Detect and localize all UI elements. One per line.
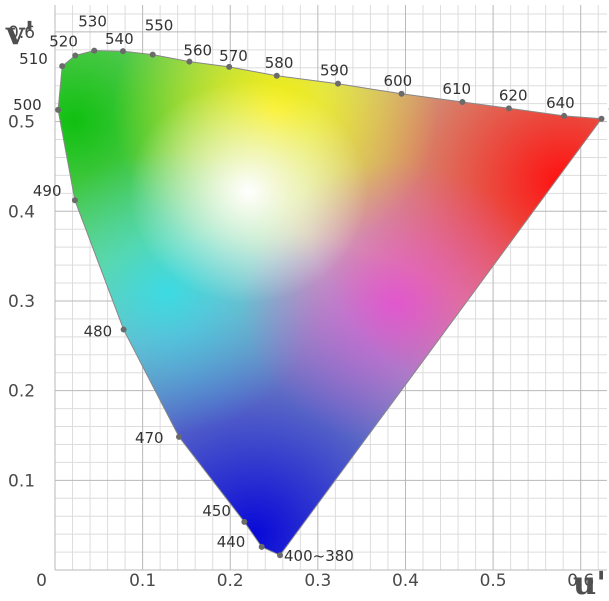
- wavelength-label: 700~780: [607, 106, 609, 144]
- wavelength-label: 590: [320, 62, 349, 80]
- y-tick-label: 0.1: [8, 471, 35, 491]
- wavelength-label: 480: [84, 323, 113, 341]
- wavelength-label: 510: [19, 50, 48, 68]
- locus-point: [505, 105, 512, 112]
- locus-point: [186, 58, 193, 65]
- y-tick-label: 0.5: [8, 113, 35, 133]
- x-tick-label: 0.4: [392, 571, 419, 591]
- wavelength-label: 600: [384, 72, 413, 90]
- color-gamut-region: [58, 50, 602, 556]
- y-tick-label: 0.6: [8, 23, 35, 43]
- locus-point: [273, 72, 280, 79]
- locus-point: [258, 543, 265, 550]
- wavelength-label: 500: [13, 96, 42, 114]
- wavelength-label: 570: [219, 47, 248, 65]
- wavelength-label: 400~380: [284, 547, 354, 565]
- locus-point: [55, 106, 62, 113]
- wavelength-label: 620: [499, 86, 528, 104]
- wavelength-label: 550: [145, 17, 174, 35]
- wavelength-label: 640: [546, 94, 575, 112]
- wavelength-label: 450: [202, 502, 231, 520]
- locus-point: [91, 47, 98, 54]
- wavelength-label: 470: [135, 429, 164, 447]
- wavelength-label: 520: [49, 32, 78, 50]
- locus-point: [561, 112, 568, 119]
- x-tick-label: 0.5: [480, 571, 507, 591]
- locus-point: [398, 90, 405, 97]
- locus-point: [72, 52, 79, 59]
- wavelength-label: 440: [217, 533, 246, 551]
- locus-point: [119, 48, 126, 55]
- locus-point: [71, 197, 78, 204]
- spectral-locus-points: [55, 47, 605, 559]
- y-tick-label: 0.2: [8, 382, 35, 402]
- wavelength-label: 530: [78, 13, 107, 31]
- y-axis-title: v': [5, 14, 34, 52]
- locus-point: [277, 552, 284, 559]
- locus-point: [226, 63, 233, 70]
- locus-point: [335, 80, 342, 87]
- x-tick-label: 0.2: [217, 571, 244, 591]
- locus-point: [120, 326, 127, 333]
- wavelength-label: 540: [105, 30, 134, 48]
- locus-point: [459, 99, 466, 106]
- x-tick-label: 0.3: [304, 571, 331, 591]
- x-tick-label: 0: [36, 571, 47, 591]
- x-axis-ticks: 0 0.1 0.2 0.3 0.4 0.5 0.6: [36, 571, 594, 591]
- locus-point: [59, 63, 66, 70]
- wavelength-label: 490: [33, 182, 62, 200]
- locus-point: [598, 115, 605, 122]
- locus-point: [175, 433, 182, 440]
- wavelength-label: 580: [265, 54, 294, 72]
- x-axis-title: u': [573, 564, 606, 601]
- locus-point: [241, 518, 248, 525]
- y-tick-label: 0.4: [8, 202, 35, 222]
- x-tick-label: 0.1: [129, 571, 156, 591]
- y-tick-label: 0.3: [8, 292, 35, 312]
- locus-point: [149, 51, 156, 58]
- spectral-locus-line: [57, 50, 603, 556]
- wavelength-label: 610: [442, 80, 471, 98]
- x-tick-label: 0.6: [567, 571, 594, 591]
- y-axis-ticks: 0.1 0.2 0.3 0.4 0.5 0.6: [8, 23, 35, 491]
- wavelength-label: 560: [183, 42, 212, 60]
